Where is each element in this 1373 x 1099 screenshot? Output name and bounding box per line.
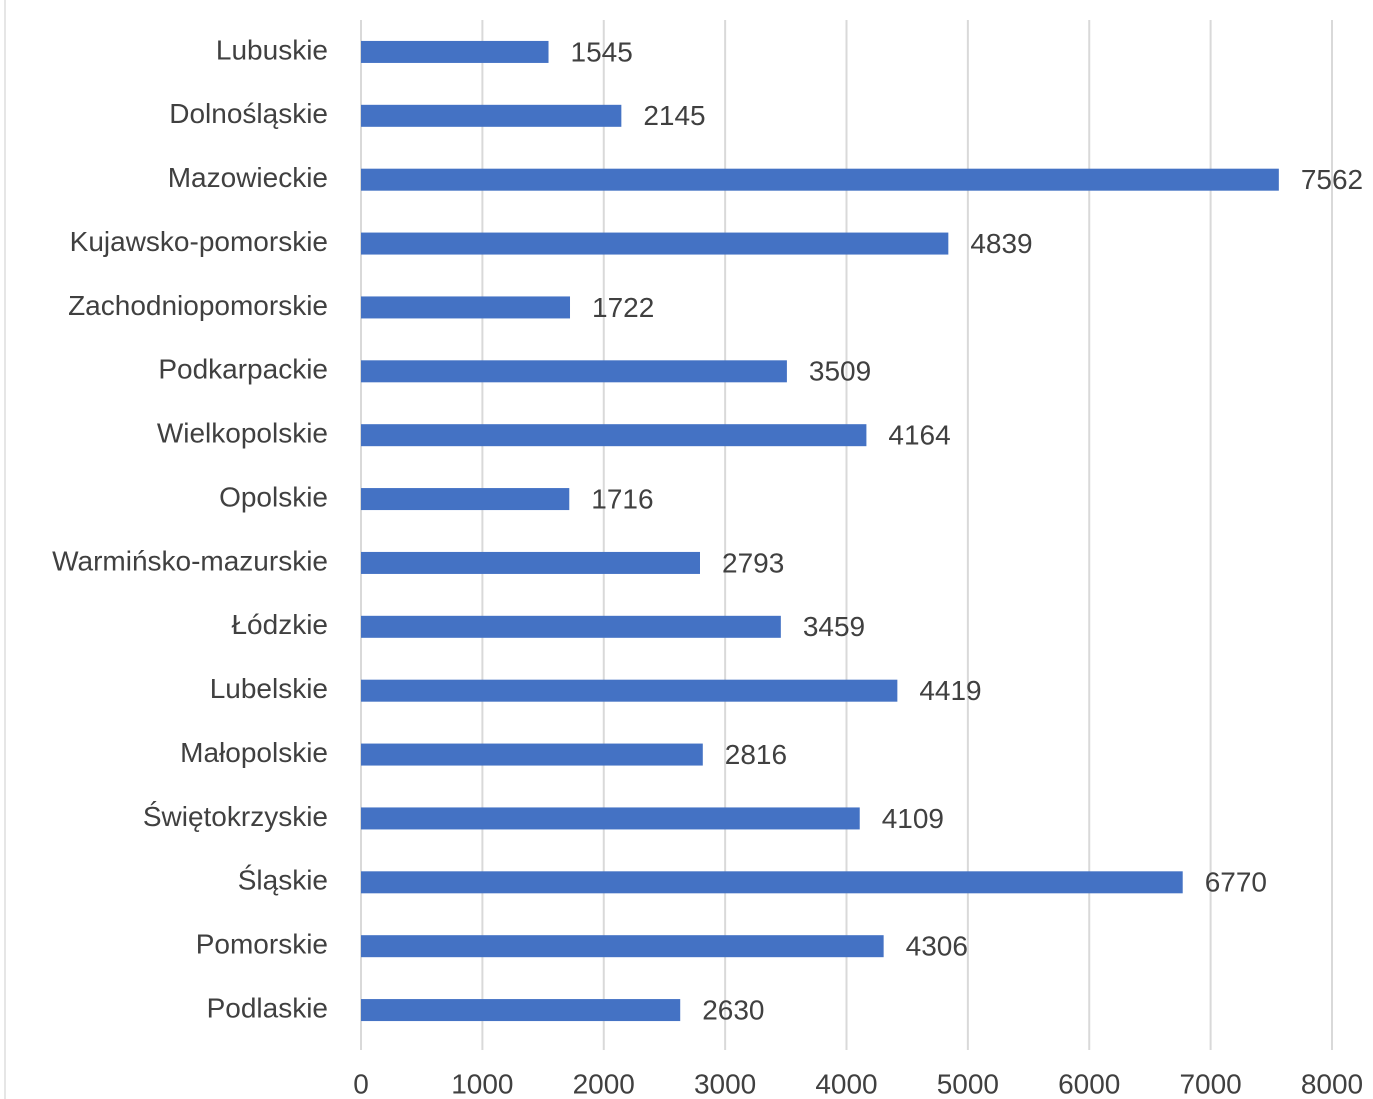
data-label: 3459 bbox=[803, 611, 865, 642]
data-label: 2816 bbox=[725, 739, 787, 770]
bar bbox=[361, 999, 681, 1022]
bar bbox=[361, 296, 571, 319]
data-label: 1545 bbox=[571, 36, 633, 67]
data-label: 2630 bbox=[702, 994, 764, 1025]
x-tick-label: 1000 bbox=[451, 1068, 513, 1099]
x-tick-label: 7000 bbox=[1179, 1068, 1241, 1099]
bar bbox=[361, 168, 1279, 191]
bar bbox=[361, 104, 622, 127]
x-tick-label: 0 bbox=[353, 1068, 369, 1099]
data-label: 2145 bbox=[643, 100, 705, 131]
x-tick-label: 6000 bbox=[1058, 1068, 1120, 1099]
y-tick-label: Podkarpackie bbox=[158, 354, 328, 385]
data-label: 6770 bbox=[1205, 867, 1267, 898]
bar bbox=[361, 679, 898, 702]
y-tick-label: Opolskie bbox=[219, 481, 328, 512]
y-tick-label: Kujawsko-pomorskie bbox=[70, 226, 328, 257]
y-tick-label: Podlaskie bbox=[207, 992, 328, 1023]
bar bbox=[361, 551, 701, 574]
x-tick-label: 3000 bbox=[694, 1068, 756, 1099]
data-label: 4839 bbox=[970, 228, 1032, 259]
data-label: 1722 bbox=[592, 292, 654, 323]
y-tick-label: Mazowieckie bbox=[168, 162, 328, 193]
data-label: 4306 bbox=[906, 931, 968, 962]
y-tick-label: Lubuskie bbox=[216, 34, 328, 65]
data-label: 4419 bbox=[919, 675, 981, 706]
y-tick-label: Świętokrzyskie bbox=[143, 800, 328, 832]
x-tick-label: 5000 bbox=[937, 1068, 999, 1099]
x-tick-label: 2000 bbox=[573, 1068, 635, 1099]
x-tick-label: 4000 bbox=[815, 1068, 877, 1099]
bar bbox=[361, 935, 884, 958]
bar bbox=[361, 871, 1183, 894]
bar bbox=[361, 615, 781, 638]
data-label: 3509 bbox=[809, 356, 871, 387]
y-tick-label: Zachodniopomorskie bbox=[68, 290, 328, 321]
data-label: 2793 bbox=[722, 547, 784, 578]
bar bbox=[361, 743, 703, 766]
y-tick-label: Wielkopolskie bbox=[157, 418, 328, 449]
y-tick-label: Dolnośląskie bbox=[169, 98, 328, 129]
bar bbox=[361, 360, 787, 383]
y-tick-label: Lubelskie bbox=[210, 673, 328, 704]
y-tick-label: Pomorskie bbox=[196, 929, 328, 960]
data-label: 1716 bbox=[591, 483, 653, 514]
y-tick-label: Śląskie bbox=[238, 864, 328, 896]
bar bbox=[361, 232, 949, 255]
bar bbox=[361, 424, 867, 447]
bar bbox=[361, 488, 570, 511]
data-label: 7562 bbox=[1301, 164, 1363, 195]
data-label: 4164 bbox=[888, 420, 950, 451]
data-label: 4109 bbox=[882, 803, 944, 834]
y-tick-label: Łódzkie bbox=[231, 609, 328, 640]
y-tick-label: Warmińsko-mazurskie bbox=[52, 545, 328, 576]
y-tick-label: Małopolskie bbox=[180, 737, 328, 768]
bar bbox=[361, 807, 860, 830]
bar bbox=[361, 40, 549, 63]
x-tick-label: 8000 bbox=[1301, 1068, 1363, 1099]
